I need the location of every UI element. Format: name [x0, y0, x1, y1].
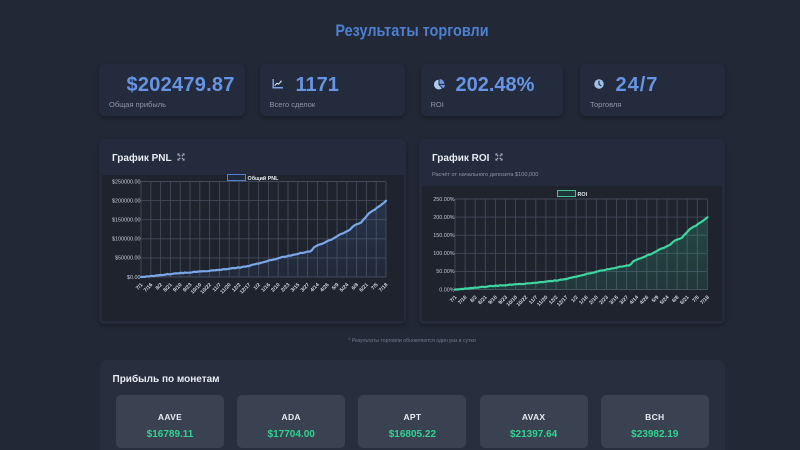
svg-text:3/27: 3/27 — [300, 282, 311, 293]
svg-text:6/21: 6/21 — [358, 282, 369, 293]
svg-text:7/5: 7/5 — [691, 295, 700, 304]
svg-text:1/16: 1/16 — [578, 295, 589, 306]
svg-text:11/7: 11/7 — [212, 282, 223, 293]
svg-text:6/8: 6/8 — [671, 295, 680, 304]
svg-text:7/16: 7/16 — [143, 282, 154, 293]
svg-text:1/2: 1/2 — [570, 295, 579, 304]
svg-text:2/10: 2/10 — [270, 282, 281, 293]
svg-text:6/8: 6/8 — [351, 282, 360, 291]
svg-text:100.00%: 100.00% — [433, 251, 454, 257]
svg-text:8/2: 8/2 — [155, 282, 164, 291]
svg-text:250.00%: 250.00% — [433, 197, 454, 203]
svg-text:4/26: 4/26 — [319, 282, 330, 293]
svg-text:12/2: 12/2 — [548, 295, 559, 306]
svg-text:8/2: 8/2 — [469, 295, 478, 304]
svg-text:9/23: 9/23 — [498, 295, 509, 306]
svg-text:9/23: 9/23 — [182, 282, 193, 293]
svg-text:7/18: 7/18 — [378, 282, 389, 293]
svg-text:$100000.00: $100000.00 — [112, 237, 140, 243]
svg-text:9/10: 9/10 — [172, 282, 183, 293]
svg-text:1/2: 1/2 — [253, 282, 262, 291]
svg-text:7/18: 7/18 — [699, 295, 710, 306]
svg-text:8/21: 8/21 — [162, 282, 173, 293]
svg-text:2/23: 2/23 — [280, 282, 291, 293]
svg-text:6/21: 6/21 — [679, 295, 690, 306]
svg-text:2/10: 2/10 — [588, 295, 599, 306]
svg-text:11/7: 11/7 — [528, 295, 539, 306]
svg-text:$200000.00: $200000.00 — [112, 198, 140, 204]
svg-text:5/24: 5/24 — [659, 295, 670, 306]
svg-text:4/26: 4/26 — [639, 295, 650, 306]
svg-text:0.00%: 0.00% — [439, 287, 454, 293]
svg-text:8/21: 8/21 — [477, 295, 488, 306]
svg-text:3/15: 3/15 — [609, 295, 620, 306]
svg-text:3/15: 3/15 — [290, 282, 301, 293]
svg-text:5/24: 5/24 — [339, 282, 350, 293]
svg-text:7/5: 7/5 — [370, 282, 379, 291]
svg-text:7/1: 7/1 — [449, 295, 458, 304]
svg-text:4/14: 4/14 — [309, 282, 320, 293]
svg-text:7/16: 7/16 — [457, 295, 468, 306]
svg-text:50.00%: 50.00% — [436, 269, 454, 275]
svg-text:1/16: 1/16 — [260, 282, 271, 293]
svg-text:5/9: 5/9 — [651, 295, 660, 304]
svg-text:5/9: 5/9 — [331, 282, 340, 291]
svg-text:2/23: 2/23 — [598, 295, 609, 306]
svg-text:7/1: 7/1 — [135, 282, 144, 291]
svg-text:3/27: 3/27 — [619, 295, 630, 306]
svg-text:9/10: 9/10 — [487, 295, 498, 306]
svg-text:12/2: 12/2 — [231, 282, 242, 293]
svg-text:4/14: 4/14 — [629, 295, 640, 306]
svg-text:150.00%: 150.00% — [433, 233, 454, 239]
svg-text:$50000.00: $50000.00 — [115, 256, 140, 262]
svg-text:$0.00: $0.00 — [127, 275, 141, 281]
svg-text:200.00%: 200.00% — [433, 215, 454, 221]
svg-text:$150000.00: $150000.00 — [112, 218, 140, 224]
svg-text:$250000.00: $250000.00 — [112, 179, 140, 185]
